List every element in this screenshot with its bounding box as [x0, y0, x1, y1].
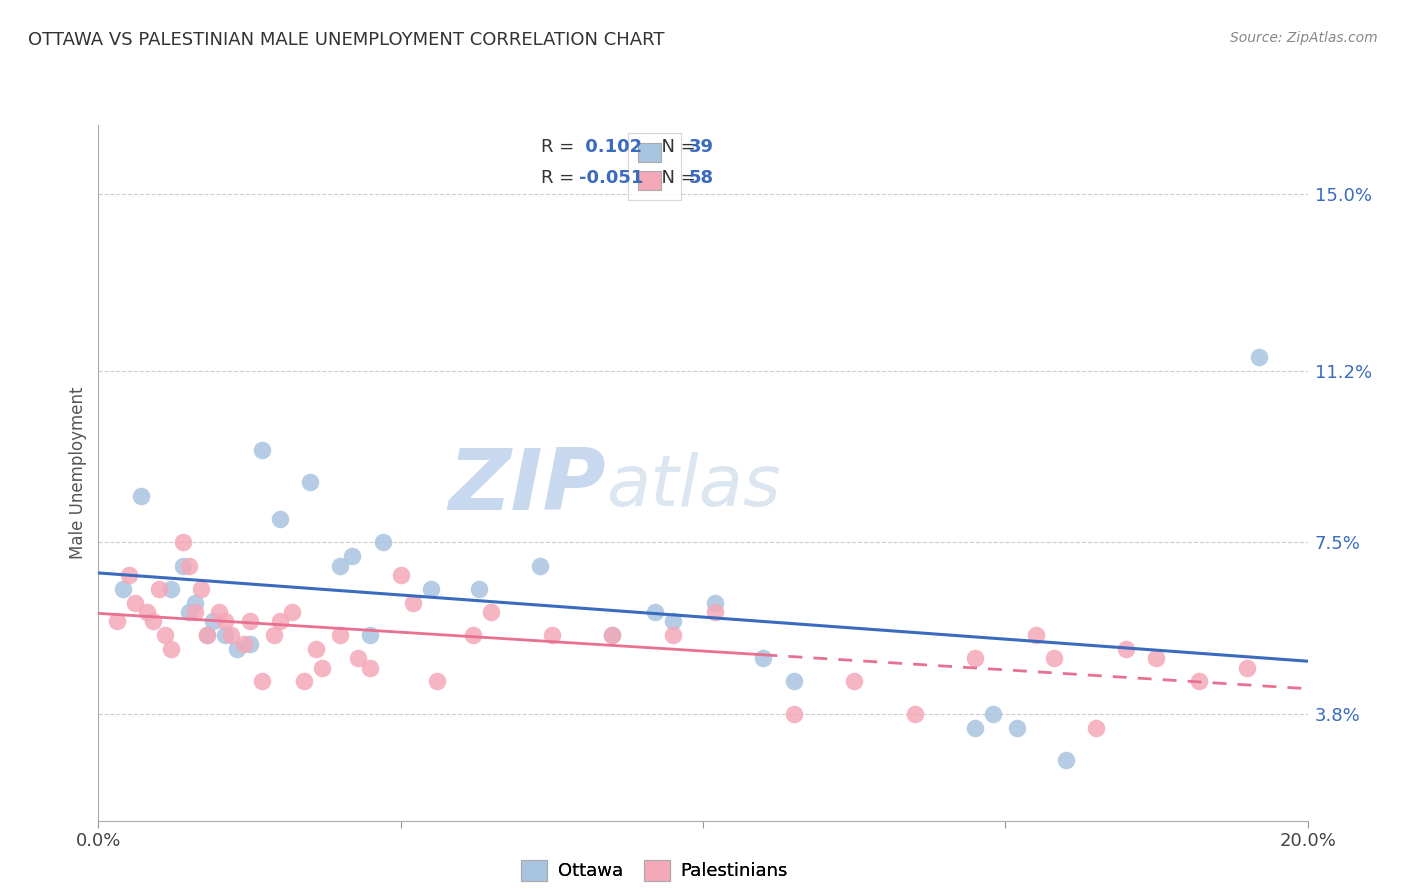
Point [226, 642, 249, 657]
Text: R =: R = [541, 169, 581, 187]
Point [904, 706, 927, 721]
Point [541, 628, 564, 642]
Point [190, 582, 212, 596]
Point [1188, 674, 1211, 689]
Point [981, 706, 1004, 721]
Point [704, 605, 727, 619]
Point [329, 628, 352, 642]
Point [250, 442, 273, 457]
Point [360, 628, 382, 642]
Point [1146, 651, 1168, 665]
Point [529, 558, 551, 573]
Text: R =: R = [541, 138, 581, 156]
Point [153, 628, 176, 642]
Point [142, 614, 165, 628]
Point [1007, 721, 1029, 735]
Point [662, 614, 685, 628]
Point [292, 674, 315, 689]
Point [208, 605, 231, 619]
Point [704, 596, 727, 610]
Point [172, 535, 194, 549]
Point [342, 549, 364, 564]
Point [1115, 642, 1137, 657]
Point [214, 614, 236, 628]
Point [371, 535, 394, 549]
Point [105, 614, 128, 628]
Text: N =: N = [650, 169, 702, 187]
Text: ZIP: ZIP [449, 445, 606, 528]
Point [783, 706, 806, 721]
Point [214, 628, 236, 642]
Point [347, 651, 370, 665]
Point [232, 637, 254, 651]
Text: 39: 39 [689, 138, 714, 156]
Y-axis label: Male Unemployment: Male Unemployment [69, 386, 87, 559]
Point [239, 637, 262, 651]
Text: OTTAWA VS PALESTINIAN MALE UNEMPLOYMENT CORRELATION CHART: OTTAWA VS PALESTINIAN MALE UNEMPLOYMENT … [28, 31, 665, 49]
Text: 58: 58 [689, 169, 714, 187]
Point [752, 651, 775, 665]
Point [602, 628, 624, 642]
Point [402, 596, 425, 610]
Point [602, 628, 624, 642]
Point [299, 475, 322, 489]
Point [1042, 651, 1064, 665]
Point [124, 596, 146, 610]
Point [184, 605, 207, 619]
Point [1249, 350, 1271, 364]
Point [179, 605, 201, 619]
Point [148, 582, 170, 596]
Point [360, 660, 382, 674]
Point [179, 558, 201, 573]
Point [118, 567, 141, 582]
Point [389, 567, 412, 582]
Point [468, 582, 491, 596]
Point [844, 674, 866, 689]
Point [239, 614, 262, 628]
Point [305, 642, 328, 657]
Point [426, 674, 449, 689]
Point [172, 558, 194, 573]
Text: -0.051: -0.051 [579, 169, 644, 187]
Point [129, 489, 152, 503]
Point [311, 660, 333, 674]
Point [221, 628, 243, 642]
Text: N =: N = [650, 138, 702, 156]
Point [250, 674, 273, 689]
Text: 0.102: 0.102 [579, 138, 643, 156]
Point [263, 628, 285, 642]
Point [329, 558, 352, 573]
Point [481, 605, 503, 619]
Point [202, 614, 225, 628]
Point [420, 582, 443, 596]
Point [783, 674, 806, 689]
Point [281, 605, 304, 619]
Point [644, 605, 666, 619]
Point [160, 582, 183, 596]
Point [463, 628, 485, 642]
Text: atlas: atlas [606, 452, 780, 521]
Point [195, 628, 218, 642]
Point [1054, 753, 1077, 767]
Point [184, 596, 207, 610]
Text: Source: ZipAtlas.com: Source: ZipAtlas.com [1230, 31, 1378, 45]
Point [965, 721, 987, 735]
Point [135, 605, 157, 619]
Point [1085, 721, 1108, 735]
Point [195, 628, 218, 642]
Point [965, 651, 987, 665]
Point [662, 628, 685, 642]
Point [1024, 628, 1046, 642]
Point [160, 642, 183, 657]
Point [1236, 660, 1258, 674]
Point [269, 512, 291, 526]
Point [269, 614, 291, 628]
Legend: Ottawa, Palestinians: Ottawa, Palestinians [515, 853, 794, 888]
Point [111, 582, 134, 596]
